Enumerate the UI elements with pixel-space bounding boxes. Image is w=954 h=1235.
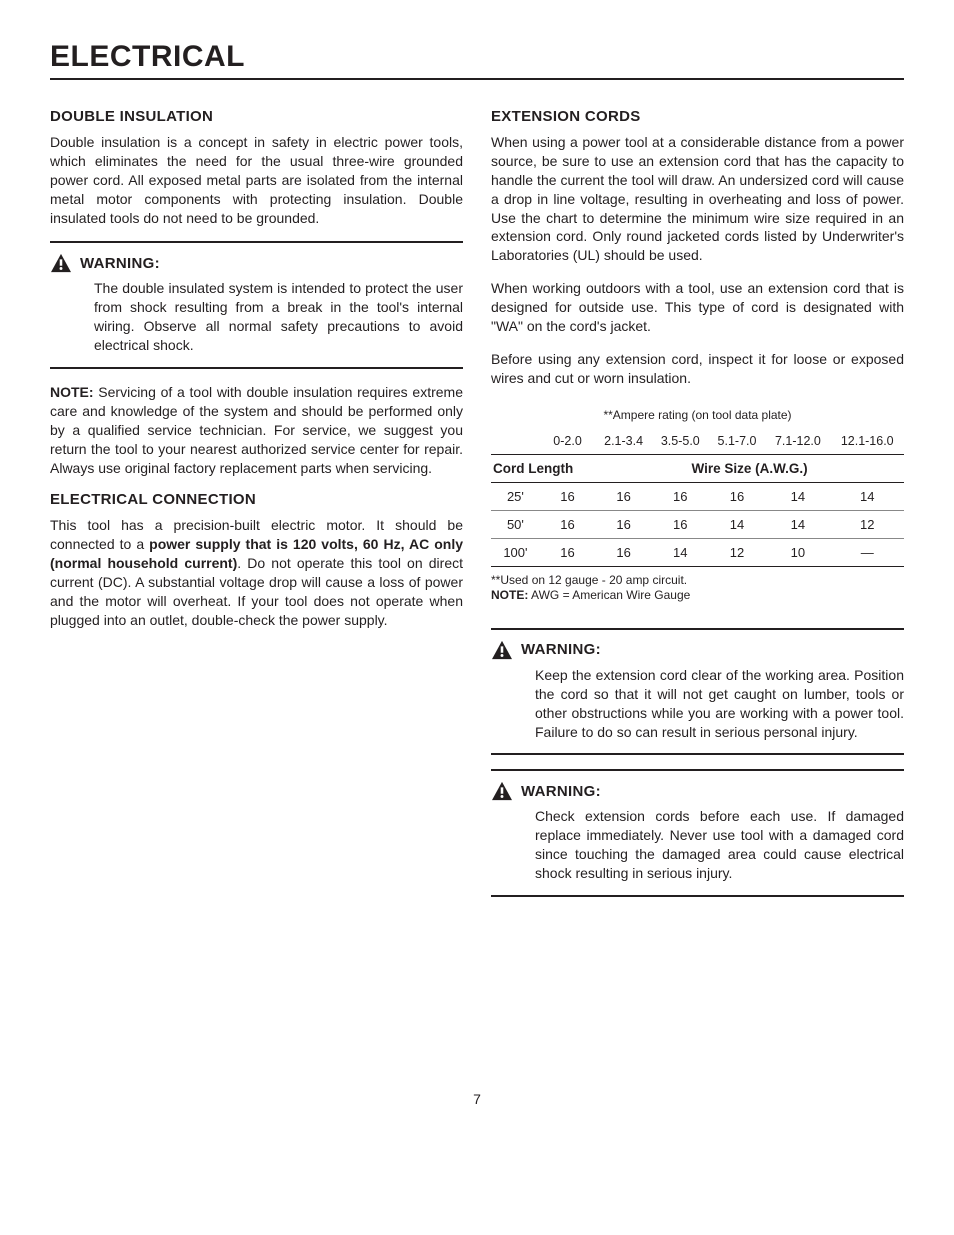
warning-body: Keep the extension cord clear of the wor… — [491, 666, 904, 742]
amp-range-row: 0-2.0 2.1-3.4 3.5-5.0 5.1-7.0 7.1-12.0 1… — [491, 428, 904, 455]
warning-triangle-icon — [491, 781, 513, 801]
paragraph-extension-2: When working outdoors with a tool, use a… — [491, 279, 904, 336]
table-header-row: Cord Length Wire Size (A.W.G.) — [491, 454, 904, 482]
warning-body: Check extension cords before each use. I… — [491, 807, 904, 883]
warning-label: WARNING: — [521, 641, 601, 658]
note-servicing: NOTE: Servicing of a tool with double in… — [50, 383, 463, 477]
amp-4: 7.1-12.0 — [765, 428, 830, 455]
warning-header: WARNING: — [491, 781, 904, 801]
cell: 16 — [652, 510, 709, 538]
amp-2: 3.5-5.0 — [652, 428, 709, 455]
page-title: ELECTRICAL — [50, 40, 904, 80]
note-body: Servicing of a tool with double insulati… — [50, 384, 463, 476]
amp-3: 5.1-7.0 — [709, 428, 766, 455]
cell: 12 — [830, 510, 904, 538]
page-number: 7 — [50, 1091, 904, 1107]
cell: 16 — [709, 482, 766, 510]
paragraph-extension-1: When using a power tool at a considerabl… — [491, 133, 904, 265]
cell: 14 — [765, 482, 830, 510]
cell: 14 — [652, 538, 709, 566]
amp-5: 12.1-16.0 — [830, 428, 904, 455]
warning-triangle-icon — [491, 640, 513, 660]
warning-label: WARNING: — [80, 255, 160, 272]
two-column-layout: DOUBLE INSULATION Double insulation is a… — [50, 108, 904, 911]
table-row: 25' 16 16 16 16 14 14 — [491, 482, 904, 510]
ampere-caption: **Ampere rating (on tool data plate) — [491, 402, 904, 428]
warning-extension-clear: WARNING: Keep the extension cord clear o… — [491, 628, 904, 756]
cell: 14 — [709, 510, 766, 538]
right-column: EXTENSION CORDS When using a power tool … — [491, 108, 904, 911]
warning-label: WARNING: — [521, 783, 601, 800]
warning-body: The double insulated system is intended … — [50, 279, 463, 355]
amp-0: 0-2.0 — [540, 428, 595, 455]
cell: — — [830, 538, 904, 566]
table-row: 100' 16 16 14 12 10 — — [491, 538, 904, 566]
len-2: 100' — [491, 538, 540, 566]
footnote-note-body: AWG = American Wire Gauge — [528, 588, 690, 602]
cell: 16 — [540, 538, 595, 566]
footnote-note-label: NOTE: — [491, 588, 528, 602]
paragraph-extension-3: Before using any extension cord, inspect… — [491, 350, 904, 388]
cell: 14 — [765, 510, 830, 538]
cell: 16 — [652, 482, 709, 510]
amp-blank — [491, 428, 540, 455]
header-cord-length: Cord Length — [491, 454, 595, 482]
cell: 16 — [595, 510, 652, 538]
heading-double-insulation: DOUBLE INSULATION — [50, 108, 463, 125]
len-0: 25' — [491, 482, 540, 510]
footnote-2: NOTE: AWG = American Wire Gauge — [491, 588, 904, 604]
heading-electrical-connection: ELECTRICAL CONNECTION — [50, 491, 463, 508]
warning-double-insulation: WARNING: The double insulated system is … — [50, 241, 463, 369]
paragraph-electrical-connection: This tool has a precision-built electric… — [50, 516, 463, 629]
header-wire-size: Wire Size (A.W.G.) — [595, 454, 904, 482]
note-label: NOTE: — [50, 384, 94, 400]
footnote-1: **Used on 12 gauge - 20 amp circuit. — [491, 573, 904, 589]
table-caption-row: **Ampere rating (on tool data plate) — [491, 402, 904, 428]
paragraph-double-insulation: Double insulation is a concept in safety… — [50, 133, 463, 227]
wire-size-table: **Ampere rating (on tool data plate) 0-2… — [491, 402, 904, 567]
amp-1: 2.1-3.4 — [595, 428, 652, 455]
cell: 14 — [830, 482, 904, 510]
table-row: 50' 16 16 16 14 14 12 — [491, 510, 904, 538]
cell: 16 — [595, 482, 652, 510]
warning-triangle-icon — [50, 253, 72, 273]
cell: 10 — [765, 538, 830, 566]
warning-header: WARNING: — [491, 640, 904, 660]
cell: 16 — [540, 482, 595, 510]
table-footnote: **Used on 12 gauge - 20 amp circuit. NOT… — [491, 573, 904, 604]
cell: 16 — [540, 510, 595, 538]
heading-extension-cords: EXTENSION CORDS — [491, 108, 904, 125]
left-column: DOUBLE INSULATION Double insulation is a… — [50, 108, 463, 911]
cell: 12 — [709, 538, 766, 566]
warning-check-cords: WARNING: Check extension cords before ea… — [491, 769, 904, 897]
len-1: 50' — [491, 510, 540, 538]
cell: 16 — [595, 538, 652, 566]
warning-header: WARNING: — [50, 253, 463, 273]
